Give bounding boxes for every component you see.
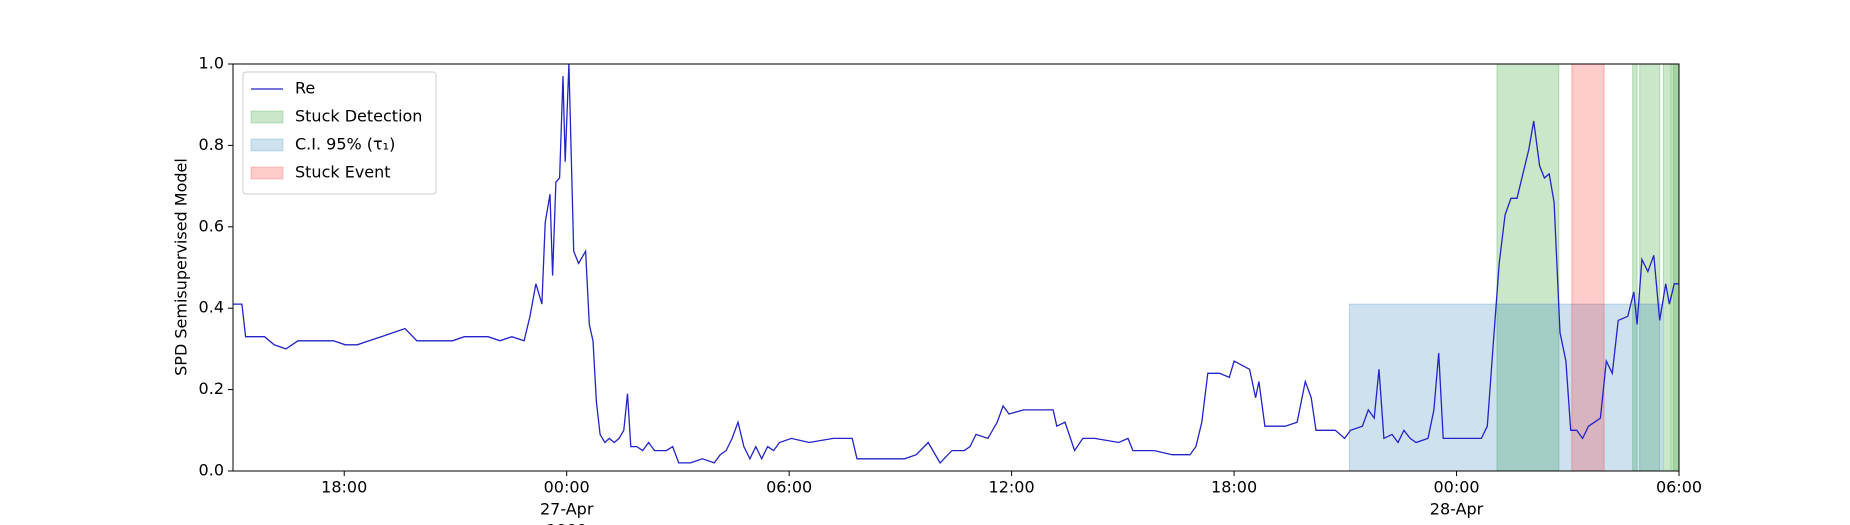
data-line	[233, 63, 1679, 464]
legend-box	[242, 71, 437, 195]
region-span	[1662, 63, 1671, 472]
x-tick-year: 1999	[546, 521, 587, 525]
legend-label: C.I. 95% (τ₁)	[295, 135, 395, 154]
legend-patch	[250, 138, 284, 152]
region-span	[1571, 63, 1605, 472]
legend: Re Stuck Detection C.I. 95% (τ₁) Stuck Even…	[242, 71, 437, 195]
legend-label: Stuck Detection	[295, 107, 422, 126]
region-span	[1672, 63, 1680, 472]
legend-patch	[250, 110, 284, 124]
legend-patch	[250, 166, 284, 180]
y-tick-label: 1.0	[199, 54, 224, 73]
region-span	[1348, 303, 1663, 472]
x-tick-date: 28-Apr	[1430, 500, 1484, 519]
x-tick-date: 27-Apr	[540, 500, 594, 519]
y-tick-label: 0.0	[199, 461, 224, 480]
axes-frame	[232, 63, 1680, 472]
y-axis-label: SPD Semisupervised Model	[172, 158, 191, 376]
legend-label: Stuck Event	[295, 163, 391, 182]
y-tick-label: 0.2	[199, 379, 224, 398]
x-tick-label: 18:00	[1211, 478, 1257, 497]
x-tick-label: 06:00	[1656, 478, 1702, 497]
x-tick-label: 18:00	[321, 478, 367, 497]
x-tick-label: 00:00	[544, 478, 590, 497]
region-span	[1496, 63, 1560, 472]
x-tick-label: 00:00	[1433, 478, 1479, 497]
y-tick-label: 0.8	[199, 135, 224, 154]
x-tick-label: 06:00	[766, 478, 812, 497]
legend-label: Re	[295, 79, 315, 98]
y-tick-label: 0.6	[199, 216, 224, 235]
x-tick-label: 12:00	[989, 478, 1035, 497]
y-tick-label: 0.4	[199, 298, 224, 317]
